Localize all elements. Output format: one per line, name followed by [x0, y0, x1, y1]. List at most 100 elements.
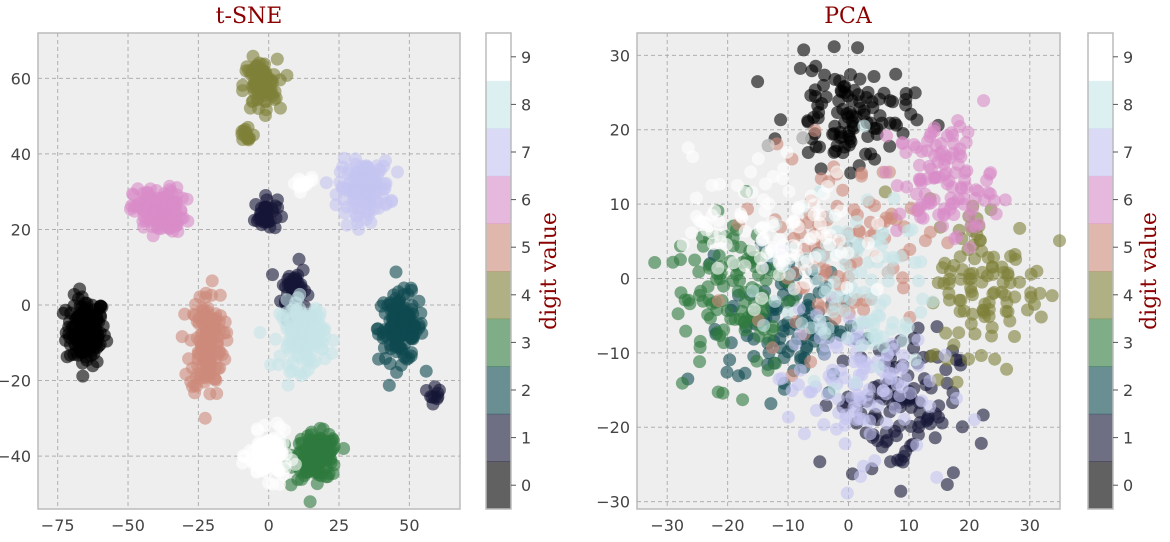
tsne-point-digit-7: [357, 196, 370, 210]
tsne-colorbar-segment: [486, 461, 511, 510]
pca-point-digit-1: [911, 321, 925, 335]
pca-point-digit-9: [766, 219, 780, 233]
pca-point-digit-1: [932, 410, 945, 424]
pca-point-digit-7: [775, 371, 789, 385]
pca-point-digit-5: [847, 203, 861, 217]
pca-point-digit-8: [860, 193, 874, 207]
tsne-point-digit-9: [250, 422, 264, 436]
pca-point-digit-1: [955, 420, 969, 434]
tsne-point-digit-3: [314, 432, 328, 446]
tsne-point-digit-0: [86, 316, 100, 330]
tsne-colorbar-tick-label: 6: [521, 191, 531, 210]
pca-point-digit-8: [795, 317, 809, 330]
pca-point-digit-9: [738, 259, 752, 273]
tsne-point-digit-8: [296, 353, 310, 367]
pca-point-digit-9: [782, 251, 796, 265]
tsne-colorbar-segment: [486, 33, 511, 82]
pca-x-tick-label: 20: [959, 516, 979, 535]
tsne-point-digit-9: [273, 477, 287, 491]
pca-ticks: −30 −20 −10 0 10 20 30 −30 −20 −10 0 10 20 30: [596, 46, 1040, 535]
tsne-point-digit-8: [293, 287, 307, 301]
tsne-point-digit-6: [155, 215, 169, 229]
pca-point-digit-2: [723, 353, 737, 367]
pca-point-digit-8: [746, 284, 760, 298]
tsne-point-digit-7: [391, 165, 404, 179]
pca-colorbar-tick-label: 2: [1123, 381, 1133, 400]
pca-point-digit-9: [738, 224, 752, 238]
pca-point-digit-6: [932, 208, 946, 222]
pca-point-digit-6: [989, 207, 1003, 221]
pca-point-digit-6: [914, 210, 928, 224]
pca-x-tick-label: 30: [1020, 516, 1040, 535]
pca-point-digit-7: [838, 418, 852, 432]
pca-point-digit-9: [719, 238, 733, 251]
tsne-point-digit-5: [193, 290, 207, 304]
tsne-colorbar-frame: [485, 32, 512, 510]
pca-point-digit-8: [849, 215, 863, 229]
pca-point-digit-0: [827, 40, 841, 54]
pca-point-digit-1: [974, 436, 988, 450]
pca-point-digit-6: [880, 129, 894, 143]
tsne-y-tick-label: 60: [11, 69, 31, 88]
tsne-point-digit-5: [178, 307, 192, 321]
tsne-point-digit-7: [351, 165, 365, 179]
pca-title: PCA: [824, 4, 873, 29]
tsne-x-tick-label: 50: [399, 516, 419, 535]
pca-point-digit-2: [776, 319, 790, 333]
pca-point-digit-9: [746, 243, 760, 257]
tsne-colorbar-tick-label: 0: [521, 476, 531, 495]
pca-point-digit-8: [837, 304, 851, 318]
pca-x-tick-label: −10: [771, 516, 805, 535]
pca-point-digit-4: [947, 259, 961, 272]
pca-point-digit-9: [840, 281, 854, 294]
pca-point-digit-7: [854, 470, 867, 483]
pca-point-digit-9: [789, 240, 803, 254]
tsne-point-digit-4: [239, 126, 253, 140]
pca-point-digit-7: [967, 413, 981, 427]
tsne-point-digit-7: [351, 216, 365, 229]
tsne-point-digit-4: [244, 68, 258, 82]
pca-point-digit-6: [924, 126, 938, 140]
tsne-y-tick-label: 20: [11, 220, 31, 239]
tsne-point-digit-8: [309, 333, 323, 347]
pca-point-digit-9: [761, 138, 775, 152]
tsne-point-digit-5: [198, 411, 212, 425]
tsne-point-digit-8: [288, 324, 302, 338]
pca-point-digit-0: [818, 68, 832, 82]
pca-point-digit-0: [817, 78, 830, 92]
pca-point-digit-6: [879, 165, 893, 179]
pca-point-digit-9: [734, 207, 748, 221]
pca-point-digit-7: [897, 349, 911, 363]
pca-point-digit-4: [954, 293, 968, 307]
pca-point-digit-4: [962, 352, 975, 366]
tsne-point-digit-7: [362, 208, 376, 222]
tsne-colorbar-tick-label: 3: [521, 333, 531, 352]
pca-point-digit-6: [959, 135, 973, 149]
pca-point-digit-3: [679, 324, 693, 338]
pca-point-digit-8: [926, 295, 939, 309]
pca-point-digit-4: [1000, 362, 1014, 376]
pca-point-digit-7: [792, 302, 806, 316]
tsne-point-digit-2: [405, 327, 419, 341]
pca-point-digit-8: [876, 330, 890, 344]
pca-point-digit-9: [756, 193, 770, 207]
pca-point-digit-4: [936, 261, 949, 275]
pca-point-digit-1: [890, 429, 903, 443]
pca-point-digit-9: [787, 215, 801, 229]
pca-point-digit-9: [829, 248, 843, 262]
pca-point-digit-6: [972, 217, 986, 231]
pca-point-digit-9: [807, 208, 821, 222]
pca-point-digit-0: [853, 72, 867, 86]
pca-point-digit-1: [813, 455, 827, 469]
pca-point-digit-9: [870, 282, 884, 296]
pca-colorbar-segment: [1088, 461, 1113, 510]
pca-colorbar: 0 1 2 3 4 5 6 7 8 9: [1087, 32, 1133, 510]
pca-point-digit-3: [780, 295, 794, 309]
pca-point-digit-7: [863, 397, 876, 411]
pca-point-digit-9: [689, 191, 703, 205]
pca-point-digit-1: [928, 431, 942, 445]
pca-point-digit-9: [807, 198, 821, 212]
pca-point-digit-7: [797, 427, 811, 441]
tsne-colorbar: 0 1 2 3 4 5 6 7 8 9: [485, 32, 531, 510]
tsne-point-digit-7: [319, 176, 333, 190]
